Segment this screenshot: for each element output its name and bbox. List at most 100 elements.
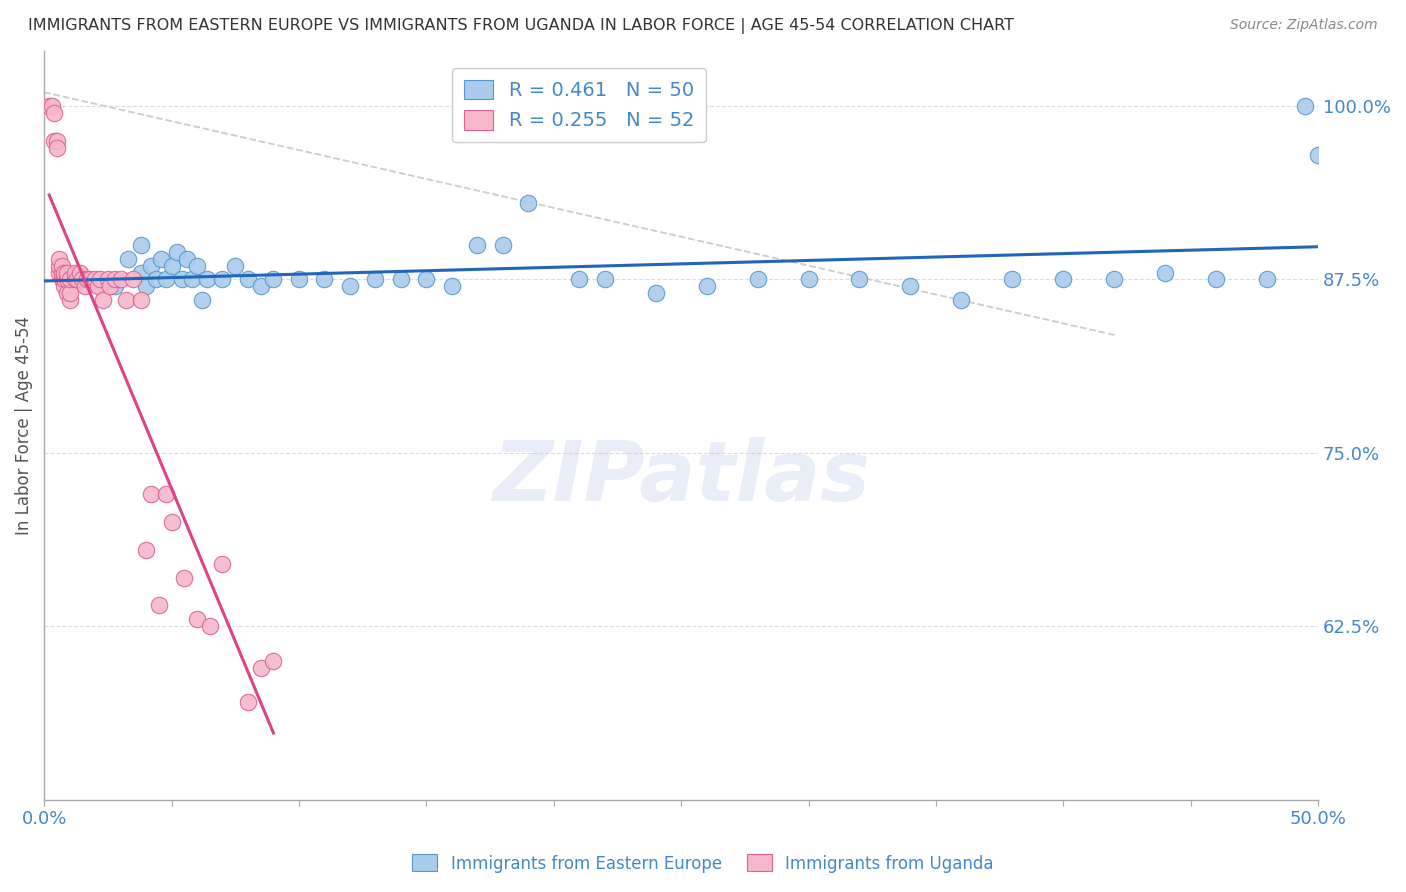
Point — [211, 557, 233, 571]
Point — [224, 259, 246, 273]
Point — [110, 272, 132, 286]
Point — [155, 487, 177, 501]
Point — [58, 293, 80, 308]
Point — [1001, 272, 1024, 286]
Point — [129, 237, 152, 252]
Point — [58, 286, 80, 301]
Text: IMMIGRANTS FROM EASTERN EUROPE VS IMMIGRANTS FROM UGANDA IN LABOR FORCE | AGE 45: IMMIGRANTS FROM EASTERN EUROPE VS IMMIGR… — [28, 18, 1014, 34]
Point — [122, 272, 145, 286]
Point — [38, 99, 60, 113]
Point — [51, 266, 73, 280]
Point — [1256, 272, 1278, 286]
Text: Source: ZipAtlas.com: Source: ZipAtlas.com — [1230, 18, 1378, 32]
Point — [44, 134, 66, 148]
Point — [53, 266, 76, 280]
Point — [288, 272, 311, 286]
Y-axis label: In Labor Force | Age 45-54: In Labor Force | Age 45-54 — [15, 316, 32, 534]
Point — [79, 272, 101, 286]
Point — [517, 196, 540, 211]
Point — [198, 619, 221, 633]
Point — [180, 272, 202, 286]
Point — [262, 272, 284, 286]
Point — [129, 293, 152, 308]
Point — [139, 487, 162, 501]
Point — [166, 244, 188, 259]
Point — [160, 515, 183, 529]
Point — [98, 279, 121, 293]
Point — [186, 259, 208, 273]
Point — [900, 279, 922, 293]
Point — [48, 259, 70, 273]
Point — [69, 266, 91, 280]
Point — [950, 293, 973, 308]
Point — [492, 237, 515, 252]
Point — [114, 293, 136, 308]
Point — [56, 272, 79, 286]
Point — [339, 279, 361, 293]
Point — [86, 279, 108, 293]
Point — [236, 696, 259, 710]
Point — [747, 272, 769, 286]
Point — [48, 252, 70, 266]
Point — [440, 279, 463, 293]
Point — [465, 237, 488, 252]
Point — [696, 279, 718, 293]
Point — [117, 252, 139, 266]
Point — [593, 272, 616, 286]
Point — [155, 272, 177, 286]
Point — [1308, 147, 1330, 161]
Point — [53, 279, 76, 293]
Point — [51, 259, 73, 273]
Point — [56, 266, 79, 280]
Point — [148, 599, 170, 613]
Point — [797, 272, 820, 286]
Point — [44, 106, 66, 120]
Point — [72, 272, 94, 286]
Point — [160, 259, 183, 273]
Legend: R = 0.461   N = 50, R = 0.255   N = 52: R = 0.461 N = 50, R = 0.255 N = 52 — [453, 68, 706, 142]
Point — [644, 286, 666, 301]
Point — [389, 272, 412, 286]
Point — [53, 272, 76, 286]
Point — [104, 279, 127, 293]
Point — [236, 272, 259, 286]
Point — [150, 252, 173, 266]
Point — [1294, 99, 1316, 113]
Point — [41, 99, 63, 113]
Point — [1104, 272, 1126, 286]
Point — [76, 272, 98, 286]
Point — [211, 272, 233, 286]
Point — [89, 272, 111, 286]
Point — [176, 252, 198, 266]
Point — [45, 141, 67, 155]
Point — [91, 293, 114, 308]
Point — [170, 272, 193, 286]
Point — [58, 272, 80, 286]
Point — [191, 293, 214, 308]
Point — [173, 571, 195, 585]
Point — [314, 272, 336, 286]
Point — [135, 542, 157, 557]
Legend: Immigrants from Eastern Europe, Immigrants from Uganda: Immigrants from Eastern Europe, Immigran… — [406, 847, 1000, 880]
Point — [568, 272, 591, 286]
Point — [51, 272, 73, 286]
Point — [848, 272, 870, 286]
Point — [56, 286, 79, 301]
Point — [249, 661, 271, 675]
Point — [415, 272, 437, 286]
Point — [45, 134, 67, 148]
Point — [66, 272, 89, 286]
Point — [186, 612, 208, 626]
Point — [145, 272, 167, 286]
Point — [129, 266, 152, 280]
Point — [97, 272, 120, 286]
Point — [63, 266, 86, 280]
Point — [364, 272, 387, 286]
Point — [1154, 266, 1177, 280]
Point — [135, 279, 157, 293]
Point — [48, 266, 70, 280]
Text: ZIPatlas: ZIPatlas — [492, 437, 870, 518]
Point — [249, 279, 271, 293]
Point — [262, 654, 284, 668]
Point — [1205, 272, 1227, 286]
